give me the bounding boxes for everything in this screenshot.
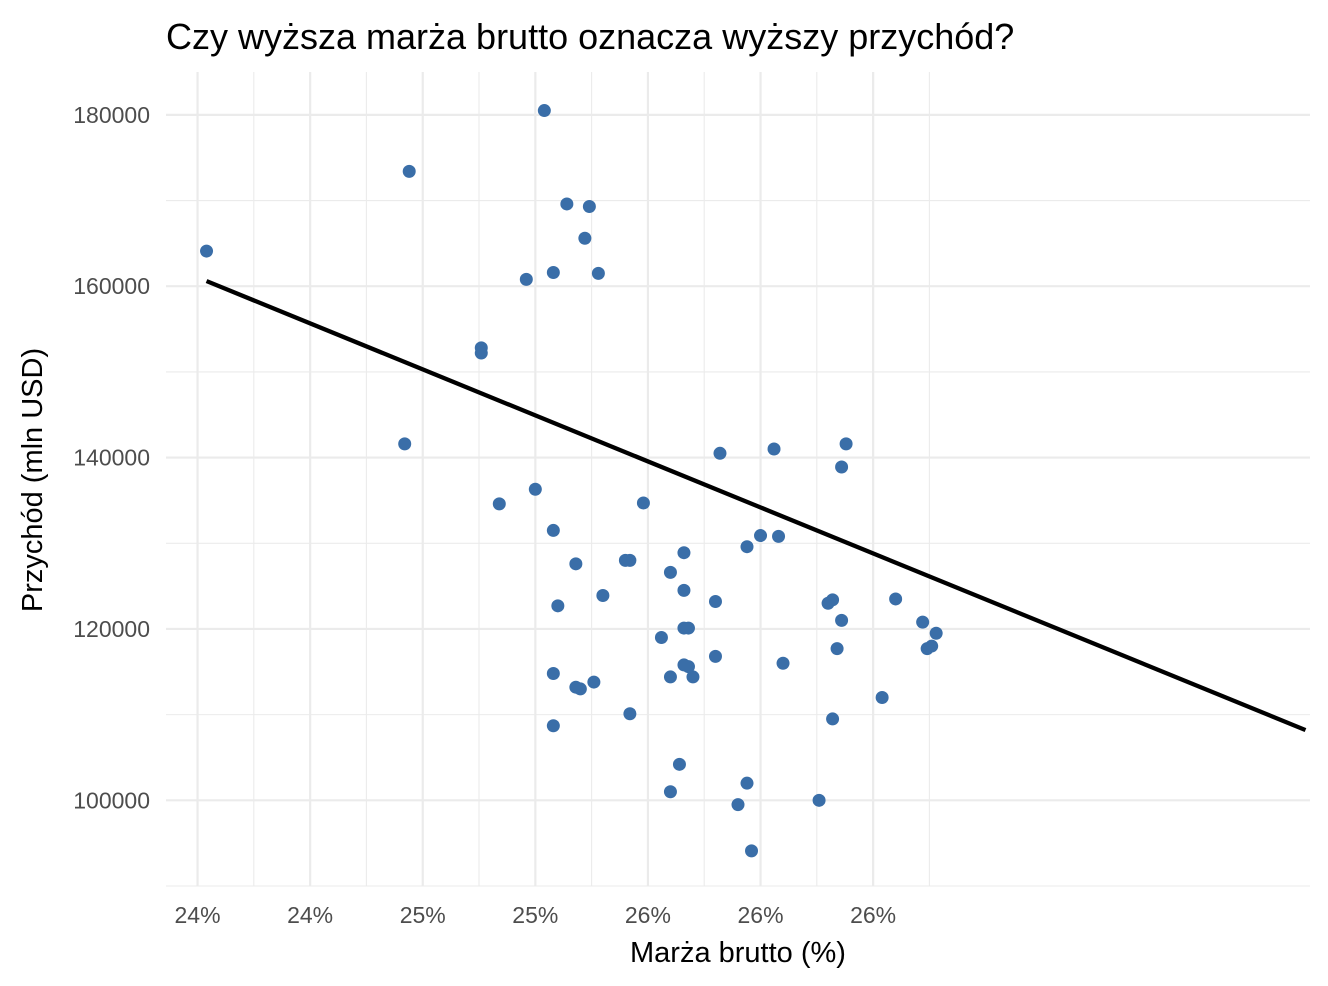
data-point [398,437,412,451]
y-tick-label: 160000 [73,273,150,299]
data-point [708,595,722,609]
data-point [618,553,632,567]
data-point [492,497,506,511]
data-point [731,798,745,812]
data-point [560,197,574,211]
data-point [826,712,840,726]
data-point [754,529,768,543]
data-point [591,266,605,280]
data-point [551,599,565,613]
data-point [740,540,754,554]
data-point [835,460,849,474]
data-point [623,707,637,721]
y-tick-label: 140000 [73,445,150,471]
data-point [929,626,943,640]
x-tick-label: 26% [737,902,783,928]
x-tick-label: 25% [512,902,558,928]
data-point [663,565,677,579]
x-tick-label: 25% [400,902,446,928]
data-point [528,482,542,496]
data-point [875,690,889,704]
data-point [812,793,826,807]
x-axis-ticks: 24% 24% 25% 25% 26% 26% 26% [175,902,897,928]
data-point [767,442,781,456]
data-point [821,596,835,610]
y-axis-title: Przychód (mln USD) [17,348,49,612]
data-point [839,437,853,451]
data-point [573,682,587,696]
data-point [200,244,214,258]
data-point [546,667,560,681]
data-point [925,639,939,653]
data-points [200,104,943,858]
x-tick-label: 26% [625,902,671,928]
data-point [776,656,790,670]
data-point [830,642,844,656]
data-point [672,757,686,771]
data-point [663,670,677,684]
data-point [663,785,677,799]
y-tick-label: 180000 [73,102,150,128]
data-point [835,613,849,627]
x-tick-label: 26% [850,902,896,928]
data-point [686,670,700,684]
data-point [519,272,533,286]
data-point [537,104,551,118]
x-tick-label: 24% [175,902,221,928]
trend-line [205,279,1307,733]
data-point [708,649,722,663]
data-point [745,844,759,858]
data-point [474,346,488,360]
x-axis-title: Marża brutto (%) [630,937,846,969]
x-tick-label: 24% [287,902,333,928]
data-point [596,589,610,603]
y-axis-ticks: 100000 120000 140000 160000 180000 [73,102,150,813]
data-point [681,621,695,635]
data-point [677,546,691,560]
chart-title: Czy wyższa marża brutto oznacza wyższy p… [166,16,1014,57]
y-tick-label: 100000 [73,787,150,813]
data-point [587,675,601,689]
data-point [677,658,691,672]
data-point [546,523,560,537]
data-point [916,615,930,629]
data-point [578,231,592,245]
data-point [889,592,903,606]
data-point [546,266,560,280]
grid [166,72,1310,887]
data-point [740,776,754,790]
data-point [772,529,786,543]
data-point [636,496,650,510]
trend-layer [205,279,1307,733]
data-point [582,200,596,214]
data-point [546,719,560,733]
data-point [713,446,727,460]
data-point [402,164,416,178]
data-point [569,557,583,571]
data-point [677,583,691,597]
data-point [654,631,668,645]
y-tick-label: 120000 [73,616,150,642]
